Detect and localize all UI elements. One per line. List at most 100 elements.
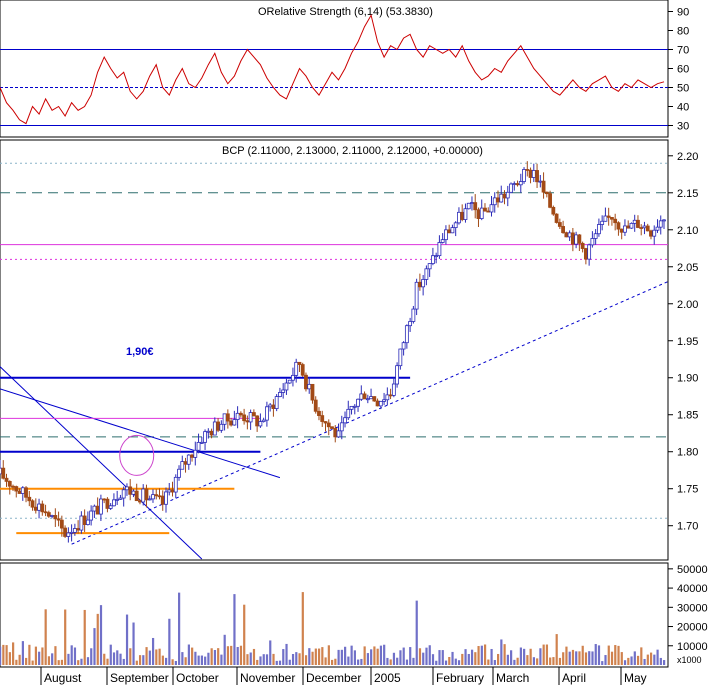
- volume-bar: [226, 646, 230, 665]
- price-candle-body: [619, 228, 624, 233]
- price-candle-body: [0, 467, 2, 475]
- volume-bar: [500, 639, 503, 665]
- volume-bar: [363, 646, 366, 665]
- volume-bar: [246, 654, 249, 665]
- price-candle-body: [570, 232, 575, 245]
- price-candle-body: [330, 426, 334, 429]
- price-candle-body: [284, 382, 289, 391]
- volume-bar: [389, 659, 392, 665]
- price-candle-body: [225, 413, 230, 422]
- price-candle-body: [4, 477, 9, 482]
- price-candle-body: [170, 489, 175, 493]
- price-candle-body: [164, 491, 168, 505]
- volume-bar: [0, 646, 2, 665]
- price-candle-body: [235, 412, 240, 420]
- price-candle-body: [580, 242, 585, 249]
- price-candle-body: [265, 406, 269, 421]
- price-candle-body: [278, 392, 282, 397]
- price-candle-body: [180, 461, 185, 470]
- volume-bar: [630, 656, 633, 665]
- price-tick-label: 2.00: [677, 299, 698, 311]
- volume-bar: [96, 613, 99, 665]
- time-axis: August September October November Decemb…: [40, 667, 647, 685]
- price-candle-body: [248, 412, 253, 423]
- price-candle-body: [525, 169, 530, 171]
- volume-bar: [366, 653, 370, 665]
- price-candle-body: [616, 222, 621, 230]
- volume-bar: [565, 646, 568, 665]
- price-candle-body: [261, 419, 266, 422]
- volume-bar: [12, 642, 15, 665]
- price-candle-body: [320, 415, 325, 422]
- price-candle-body: [203, 431, 207, 443]
- volume-bar: [230, 645, 233, 665]
- price-candle-body: [502, 193, 507, 199]
- volume-bar: [90, 648, 93, 665]
- volume-bar: [470, 649, 474, 665]
- price-candle-body: [287, 379, 292, 384]
- price-candle-body: [352, 405, 357, 408]
- volume-bar: [138, 655, 142, 665]
- price-candle-body: [378, 400, 383, 407]
- price-candle-body: [590, 238, 595, 246]
- volume-bar: [409, 647, 412, 665]
- volume-bar: [28, 644, 31, 665]
- price-candle-body: [76, 528, 81, 531]
- volume-bar: [405, 659, 409, 665]
- volume-bar: [168, 618, 171, 665]
- volume-bar: [370, 649, 373, 665]
- price-candle-body: [216, 421, 220, 431]
- price-candle-body: [37, 503, 41, 511]
- price-candle-body: [541, 180, 546, 193]
- volume-bar: [575, 651, 578, 665]
- price-candle-body: [391, 383, 396, 396]
- volume-bar: [568, 651, 571, 665]
- volume-bar: [103, 653, 106, 665]
- price-candle-body: [255, 415, 260, 427]
- volume-bar: [506, 654, 509, 665]
- price-candle-body: [85, 519, 90, 525]
- price-candle-body: [518, 181, 523, 186]
- volume-bar: [18, 654, 21, 665]
- price-candle-body: [33, 506, 38, 511]
- price-candle-body: [50, 515, 54, 517]
- volume-bar: [174, 660, 177, 665]
- volume-bar: [181, 652, 184, 665]
- volume-bar: [191, 647, 194, 665]
- price-candle-body: [476, 209, 481, 219]
- price-candle-body: [193, 449, 198, 458]
- volume-bar: [317, 648, 321, 665]
- price-candle-body: [522, 169, 526, 182]
- volume-bar: [275, 660, 278, 665]
- price-candle-body: [24, 487, 28, 498]
- volume-bar: [337, 649, 340, 665]
- rsi-line: [0, 13, 665, 125]
- price-candle-body: [583, 248, 588, 260]
- rsi-tick-label: 50: [677, 83, 689, 95]
- rsi-tick-label: 70: [677, 45, 689, 57]
- price-candle-body: [577, 234, 582, 244]
- volume-bar: [106, 658, 109, 665]
- price-candle-body: [600, 220, 605, 225]
- price-candle-body: [151, 494, 155, 500]
- price-title: BCP (2.11000, 2.13000, 2.11000, 2.12000,…: [222, 145, 483, 157]
- volume-bar: [562, 652, 565, 665]
- volume-bar: [493, 660, 496, 665]
- volume-bar: [109, 644, 112, 665]
- price-candle-body: [365, 398, 370, 401]
- month-label: February: [436, 671, 484, 685]
- volume-bar: [207, 652, 210, 665]
- volume-bar: [262, 654, 265, 665]
- volume-bar: [311, 651, 314, 665]
- price-candle-body: [444, 229, 448, 241]
- price-candle-body: [186, 454, 191, 465]
- price-candle-body: [14, 486, 19, 492]
- volume-bar: [510, 650, 513, 665]
- price-candle-body: [649, 230, 653, 237]
- volume-bar: [425, 647, 428, 665]
- price-candle-body: [147, 498, 152, 501]
- price-tick-label: 1.80: [677, 447, 698, 459]
- price-candle-body: [489, 204, 494, 213]
